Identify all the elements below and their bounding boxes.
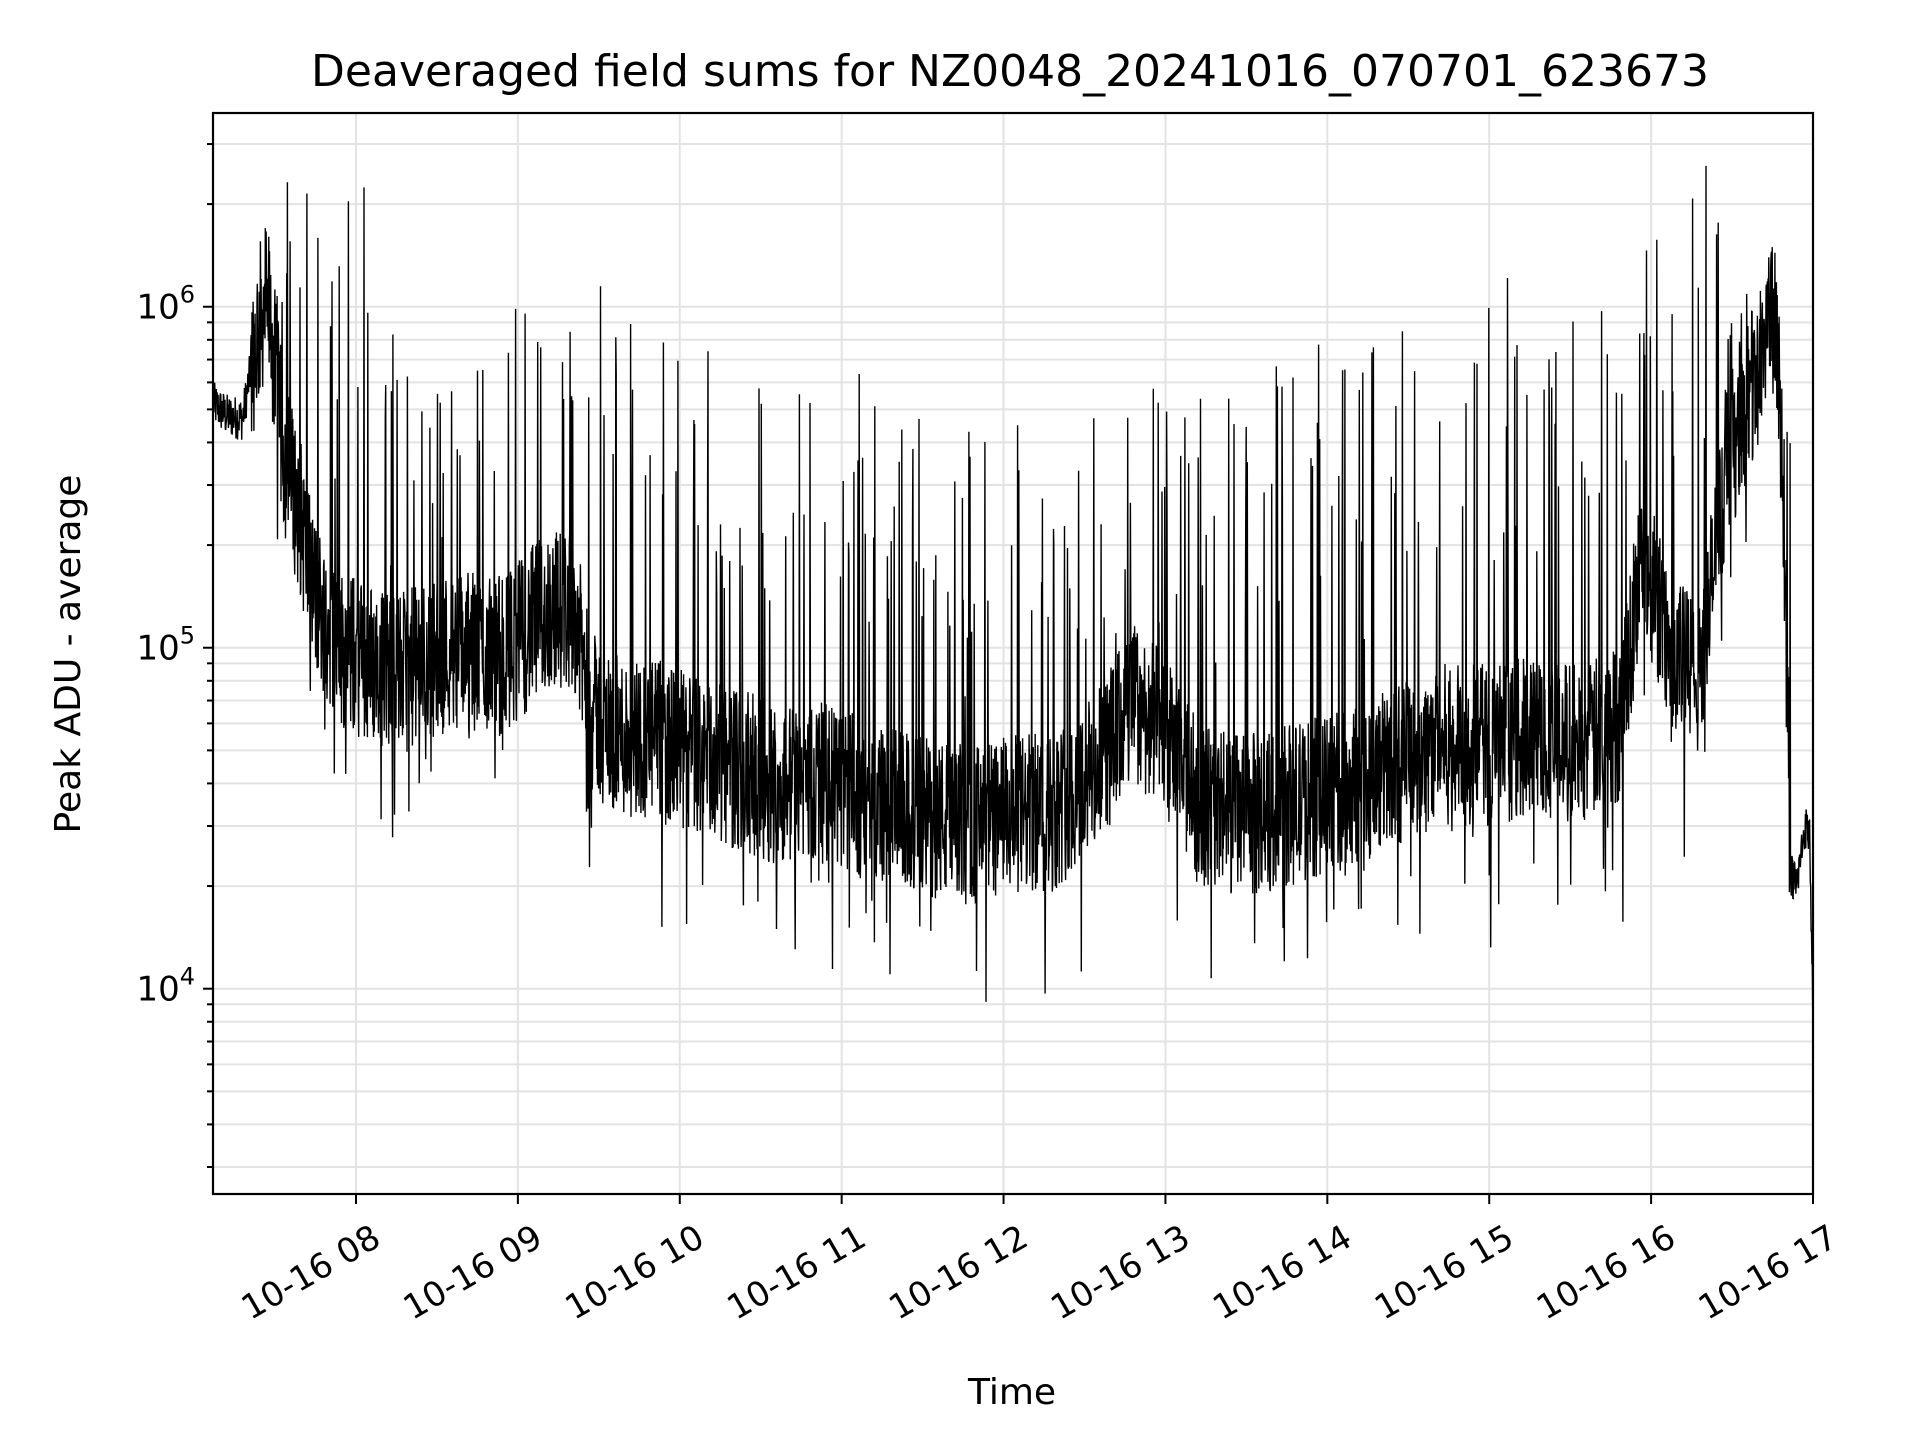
y-tick-label: 105: [136, 622, 195, 669]
plot-frame: [211, 111, 1815, 1196]
y-axis-label: Peak ADU - average: [48, 475, 89, 834]
y-axis-ticks: 104 105 106: [136, 143, 213, 1169]
y-tick-label: 104: [136, 963, 195, 1010]
chart-title: Deaveraged field sums for NZ0048_2024101…: [311, 46, 1709, 97]
y-tick-label: 106: [136, 281, 195, 328]
series-group: [212, 165, 1814, 1042]
x-axis-label: Time: [967, 1372, 1056, 1413]
series-line: [212, 165, 1814, 1042]
